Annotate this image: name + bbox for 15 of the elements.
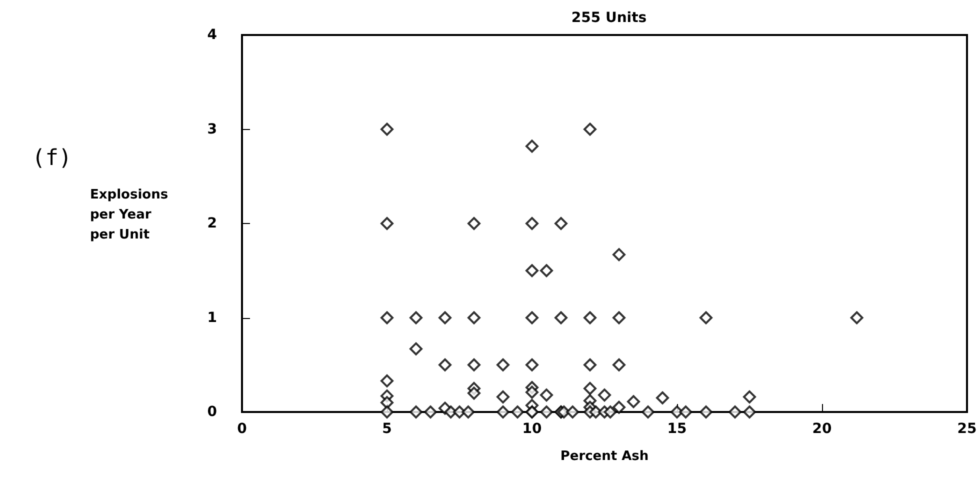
text: (f) [32,146,72,171]
chart-title: 255 Units [571,10,647,26]
y-tick-label: 0 [207,404,218,420]
x-tick-label: 5 [382,421,392,437]
x-tick-label: 10 [522,421,542,437]
x-tick-label: 15 [667,421,687,437]
y-tick-label: 1 [207,310,217,326]
y-tick-label: 2 [207,216,217,232]
x-tick-label: 25 [957,421,977,437]
y-tick-label: 4 [207,27,218,43]
y-tick-label: 3 [207,121,217,138]
y-axis-title: Explosions per Year per Unit [90,188,173,242]
x-tick-label: 0 [237,421,248,437]
x-tick-label: 20 [812,421,832,437]
x-axis-title: Percent Ash [560,449,649,464]
